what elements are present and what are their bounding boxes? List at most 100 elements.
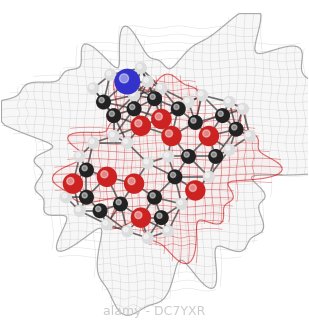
Circle shape <box>203 171 215 183</box>
Circle shape <box>164 228 169 232</box>
Circle shape <box>95 206 101 212</box>
Circle shape <box>142 232 154 244</box>
Circle shape <box>144 78 148 82</box>
Circle shape <box>135 62 147 74</box>
Circle shape <box>67 178 74 185</box>
Circle shape <box>162 150 174 163</box>
Circle shape <box>171 101 186 116</box>
Circle shape <box>243 130 256 142</box>
Circle shape <box>101 218 113 231</box>
Circle shape <box>223 96 235 108</box>
Circle shape <box>176 198 188 210</box>
Circle shape <box>150 94 155 100</box>
Circle shape <box>97 167 117 187</box>
Circle shape <box>208 149 223 164</box>
Circle shape <box>155 82 167 94</box>
Circle shape <box>124 228 128 232</box>
Circle shape <box>87 82 99 94</box>
Circle shape <box>205 173 210 178</box>
Circle shape <box>135 212 142 219</box>
Circle shape <box>237 103 249 115</box>
Circle shape <box>128 178 135 185</box>
Circle shape <box>121 225 133 237</box>
Polygon shape <box>2 14 309 315</box>
Circle shape <box>150 193 155 198</box>
Circle shape <box>109 111 114 116</box>
Circle shape <box>124 139 128 143</box>
Circle shape <box>60 191 72 203</box>
Circle shape <box>62 194 67 198</box>
Circle shape <box>218 111 223 116</box>
Circle shape <box>211 152 217 157</box>
Circle shape <box>188 115 203 130</box>
Circle shape <box>131 207 151 228</box>
Circle shape <box>182 96 195 108</box>
Circle shape <box>185 180 205 201</box>
Circle shape <box>147 190 162 205</box>
Circle shape <box>199 126 219 146</box>
Circle shape <box>155 113 162 120</box>
Circle shape <box>103 221 108 225</box>
Circle shape <box>113 196 128 212</box>
Circle shape <box>144 160 148 164</box>
Circle shape <box>181 149 196 164</box>
Circle shape <box>178 200 182 205</box>
Circle shape <box>154 210 169 225</box>
Circle shape <box>226 146 230 150</box>
Circle shape <box>137 64 142 68</box>
Circle shape <box>226 98 230 103</box>
Circle shape <box>189 184 196 191</box>
Circle shape <box>74 150 86 163</box>
Circle shape <box>74 205 86 217</box>
Circle shape <box>124 173 144 194</box>
Circle shape <box>79 190 94 205</box>
Circle shape <box>157 213 162 218</box>
Circle shape <box>99 98 104 103</box>
Circle shape <box>184 152 189 157</box>
Circle shape <box>246 132 250 137</box>
Circle shape <box>203 130 210 137</box>
Circle shape <box>101 171 108 178</box>
Circle shape <box>82 165 87 171</box>
Circle shape <box>229 122 243 137</box>
Circle shape <box>158 85 162 89</box>
Circle shape <box>116 200 121 205</box>
Circle shape <box>161 126 182 146</box>
Circle shape <box>167 169 182 184</box>
Circle shape <box>128 89 140 101</box>
Circle shape <box>131 116 151 136</box>
Circle shape <box>142 157 154 169</box>
Circle shape <box>79 163 94 178</box>
Circle shape <box>120 74 129 83</box>
Circle shape <box>232 125 237 130</box>
Circle shape <box>127 101 142 116</box>
Circle shape <box>76 207 80 212</box>
Circle shape <box>108 130 120 142</box>
Circle shape <box>90 85 94 89</box>
Circle shape <box>82 193 87 198</box>
Circle shape <box>121 137 133 149</box>
Circle shape <box>174 104 179 109</box>
Circle shape <box>151 109 171 129</box>
Circle shape <box>135 120 142 127</box>
Circle shape <box>198 92 203 96</box>
Circle shape <box>76 153 80 157</box>
Circle shape <box>191 118 196 123</box>
Circle shape <box>129 104 135 109</box>
Circle shape <box>144 234 148 239</box>
Circle shape <box>142 76 154 88</box>
Circle shape <box>106 108 121 123</box>
Circle shape <box>104 69 116 81</box>
Circle shape <box>223 143 235 156</box>
Circle shape <box>164 153 169 157</box>
Circle shape <box>165 130 172 137</box>
Text: alamy - DC7YXR: alamy - DC7YXR <box>103 305 206 318</box>
Circle shape <box>96 94 111 109</box>
Circle shape <box>114 69 140 94</box>
Circle shape <box>110 132 114 137</box>
Circle shape <box>90 139 94 143</box>
Circle shape <box>93 203 108 218</box>
Circle shape <box>147 91 162 106</box>
Circle shape <box>215 108 230 123</box>
Circle shape <box>162 225 174 237</box>
